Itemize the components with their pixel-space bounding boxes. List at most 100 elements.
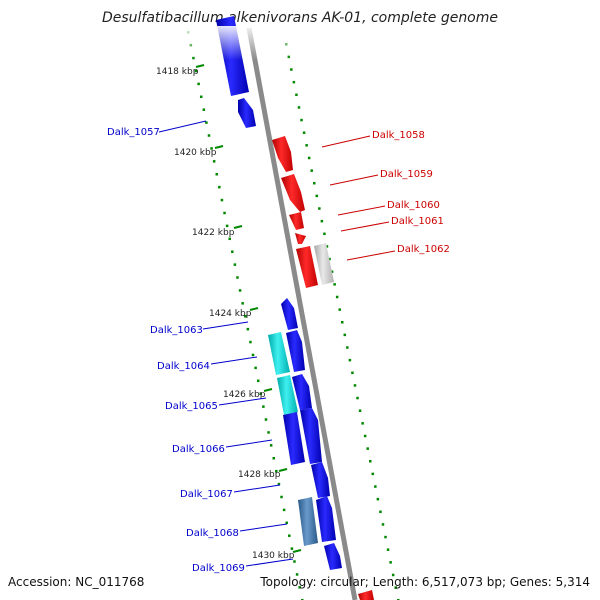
kbp-tick — [278, 468, 288, 472]
gene-label-1060[interactable]: Dalk_1060 — [387, 200, 440, 211]
gene-label-1058[interactable]: Dalk_1058 — [372, 130, 425, 141]
map-title: Desulfatibacillum alkenivorans AK-01, co… — [102, 10, 498, 26]
tick-dot — [259, 392, 263, 395]
kbp-scale: 1418 kbp 1420 kbp 1422 kbp 1424 kbp 1426… — [156, 64, 302, 561]
tick-dot — [225, 224, 229, 228]
tick-dot — [251, 353, 255, 357]
tick-dot — [315, 194, 319, 198]
gene-label-1061[interactable]: Dalk_1061 — [391, 216, 444, 227]
tick-dot — [341, 321, 344, 324]
tick-dot — [328, 257, 331, 261]
gene-label-1057[interactable]: Dalk_1057 — [107, 127, 160, 138]
gene-label-1063[interactable]: Dalk_1063 — [150, 325, 203, 336]
tick-dot — [363, 434, 367, 438]
tick-dot — [338, 308, 341, 311]
gene-arrow-1062-red[interactable] — [296, 246, 318, 288]
label-connector — [218, 397, 267, 406]
tick-dot — [205, 121, 208, 124]
tick-dot — [369, 460, 372, 463]
right-gene-labels: Dalk_1058 Dalk_1059 Dalk_1060 Dalk_1061 … — [321, 130, 450, 261]
accession-text: Accession: NC_011768 — [8, 575, 144, 589]
gene-arrow-1058[interactable] — [272, 136, 293, 172]
gene-arrow-1060[interactable] — [289, 212, 304, 230]
label-connector — [233, 484, 281, 493]
gene-arrow-1068-steel[interactable] — [298, 497, 318, 546]
tick-dot — [300, 118, 303, 122]
tick-dot — [244, 315, 247, 318]
tick-dot — [233, 263, 237, 266]
gene-arrow-1064-cyan[interactable] — [268, 332, 290, 375]
tick-dot — [267, 431, 270, 434]
tick-dot — [199, 95, 203, 99]
tick-dot — [275, 469, 278, 473]
left-gene-labels: Dalk_1057 Dalk_1063 Dalk_1064 Dalk_1065 … — [107, 120, 294, 574]
kbp-label: 1430 kbp — [252, 551, 295, 561]
label-connector — [202, 321, 249, 330]
kbp-label: 1426 kbp — [223, 390, 266, 400]
tick-dot — [262, 405, 265, 408]
tick-dot — [223, 211, 226, 215]
tick-dot — [298, 586, 301, 589]
gene-label-1065[interactable]: Dalk_1065 — [165, 401, 218, 412]
tick-dot — [210, 147, 213, 150]
gene-arrow-1066-b[interactable] — [300, 408, 322, 464]
kbp-label: 1418 kbp — [156, 67, 199, 77]
tick-dot — [207, 134, 211, 137]
tick-dot — [290, 68, 293, 71]
tick-dot — [353, 384, 357, 387]
gene-label-1066[interactable]: Dalk_1066 — [172, 444, 225, 455]
gene-label-1062[interactable]: Dalk_1062 — [397, 244, 450, 255]
kbp-tick — [195, 64, 205, 68]
gene-arrow-bottom[interactable] — [358, 590, 374, 600]
gene-features — [216, 16, 374, 600]
gene-arrow-1064[interactable] — [286, 330, 305, 372]
gene-label-1067[interactable]: Dalk_1067 — [180, 489, 233, 500]
tick-dot — [356, 396, 359, 400]
gene-arrow-1065[interactable] — [292, 374, 312, 410]
tick-dot — [313, 182, 316, 185]
label-connector — [239, 523, 288, 532]
gene-label-1059[interactable]: Dalk_1059 — [380, 169, 433, 180]
gene-arrow-1068[interactable] — [316, 496, 336, 542]
gene-label-1064[interactable]: Dalk_1064 — [157, 361, 210, 372]
kbp-tick — [292, 549, 302, 553]
gene-arrow-1067[interactable] — [311, 462, 330, 498]
gene-arrow-1057[interactable] — [238, 98, 256, 128]
gene-label-1068[interactable]: Dalk_1068 — [186, 528, 239, 539]
tick-dot — [366, 447, 369, 450]
tick-dot — [249, 340, 252, 344]
tick-dot — [307, 156, 311, 160]
label-connector — [340, 221, 390, 232]
kbp-tick — [249, 307, 259, 311]
tick-dot — [302, 131, 306, 134]
tick-dot — [386, 548, 390, 551]
gene-arrow-1059[interactable] — [281, 174, 305, 212]
gene-arrow-1063[interactable] — [281, 298, 298, 330]
tick-dot — [292, 80, 296, 84]
tick-dot — [351, 371, 354, 375]
gene-arrow-1061[interactable] — [295, 233, 306, 244]
gene-arrow-1065-cyan[interactable] — [277, 375, 298, 415]
tick-dot — [295, 93, 298, 97]
tick-dot — [272, 457, 275, 460]
gene-arrow-1069[interactable] — [324, 543, 342, 570]
gene-arrow-1062-grey[interactable] — [314, 243, 334, 285]
tick-dot — [320, 219, 324, 223]
tick-marks — [187, 31, 400, 600]
tick-dot — [215, 173, 218, 176]
gene-label-1069[interactable]: Dalk_1069 — [192, 563, 245, 574]
tick-dot — [220, 198, 224, 202]
tick-dot — [297, 106, 301, 109]
gene-arrow-1066-a[interactable] — [283, 412, 305, 465]
label-connector — [329, 174, 379, 186]
tick-dot — [228, 237, 231, 241]
tick-dot — [194, 69, 198, 73]
tick-dot — [379, 510, 382, 514]
tick-dot — [269, 444, 273, 447]
tick-dot — [231, 250, 234, 253]
tick-dot — [333, 283, 336, 286]
kbp-tick — [233, 225, 243, 229]
tick-dot — [212, 160, 216, 163]
